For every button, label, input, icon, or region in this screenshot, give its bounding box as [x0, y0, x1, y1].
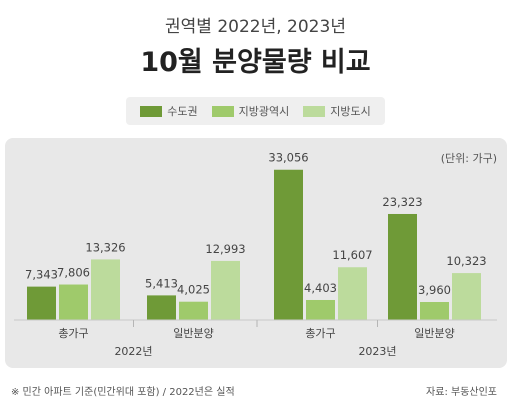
data-label: 13,326 — [85, 240, 125, 254]
data-label: 7,806 — [57, 266, 90, 280]
legend-swatch-province — [303, 105, 326, 117]
bar-2023년-총가구-metro — [306, 299, 335, 320]
category-label: 총가구 — [58, 327, 88, 340]
chart-subtitle: 권역별 2022년, 2023년 — [165, 17, 346, 37]
data-label: 7,343 — [25, 268, 58, 282]
legend: 수도권 지방광역시 지방도시 — [126, 97, 385, 125]
data-label: 23,323 — [382, 195, 422, 209]
bar-2023년-총가구-capital — [274, 169, 303, 320]
data-label: 33,056 — [268, 151, 308, 165]
unit-label: (단위: 가구) — [440, 152, 497, 165]
category-label: 총가구 — [305, 327, 335, 340]
bar-2023년-일반분양-capital — [388, 213, 417, 320]
year-label: 2022년 — [114, 345, 152, 358]
bar-2023년-총가구-province — [338, 267, 367, 320]
data-label: 3,960 — [418, 283, 451, 297]
data-label: 4,403 — [304, 281, 337, 295]
source-note: 자료: 부동산인포 — [426, 387, 497, 398]
chart-panel — [5, 138, 507, 368]
bar-2023년-일반분양-province — [452, 273, 481, 320]
year-label: 2023년 — [358, 345, 396, 358]
footnote: ※ 민간 아파트 기준(민간위대 포함) / 2022년은 실적 — [11, 387, 235, 398]
data-label: 5,413 — [145, 276, 178, 290]
bar-2023년-일반분양-metro — [420, 302, 449, 320]
bar-2022년-총가구-province — [91, 259, 120, 320]
chart-title: 10월 분양물량 비교 — [140, 47, 371, 78]
legend-swatch-metro — [211, 105, 234, 117]
data-label: 12,993 — [205, 242, 245, 256]
bar-2022년-일반분양-metro — [179, 301, 208, 320]
legend-label-province: 지방도시 — [330, 105, 371, 118]
data-label: 10,323 — [446, 254, 486, 268]
bar-2022년-총가구-metro — [59, 284, 88, 320]
legend-item-metro: 지방광역시 — [211, 103, 290, 119]
bar-2022년-일반분양-capital — [147, 295, 176, 320]
legend-label-metro: 지방광역시 — [238, 105, 290, 118]
legend-swatch-capital — [140, 105, 163, 117]
category-label: 일반분양 — [414, 326, 454, 340]
category-label: 일반분양 — [173, 326, 213, 340]
bar-2022년-일반분양-province — [211, 260, 240, 320]
legend-item-capital: 수도권 — [140, 103, 198, 119]
data-label: 11,607 — [332, 248, 372, 262]
data-label: 4,025 — [177, 283, 210, 297]
legend-label-capital: 수도권 — [167, 105, 198, 118]
legend-item-province: 지방도시 — [303, 103, 371, 119]
bar-2022년-총가구-capital — [27, 286, 56, 320]
